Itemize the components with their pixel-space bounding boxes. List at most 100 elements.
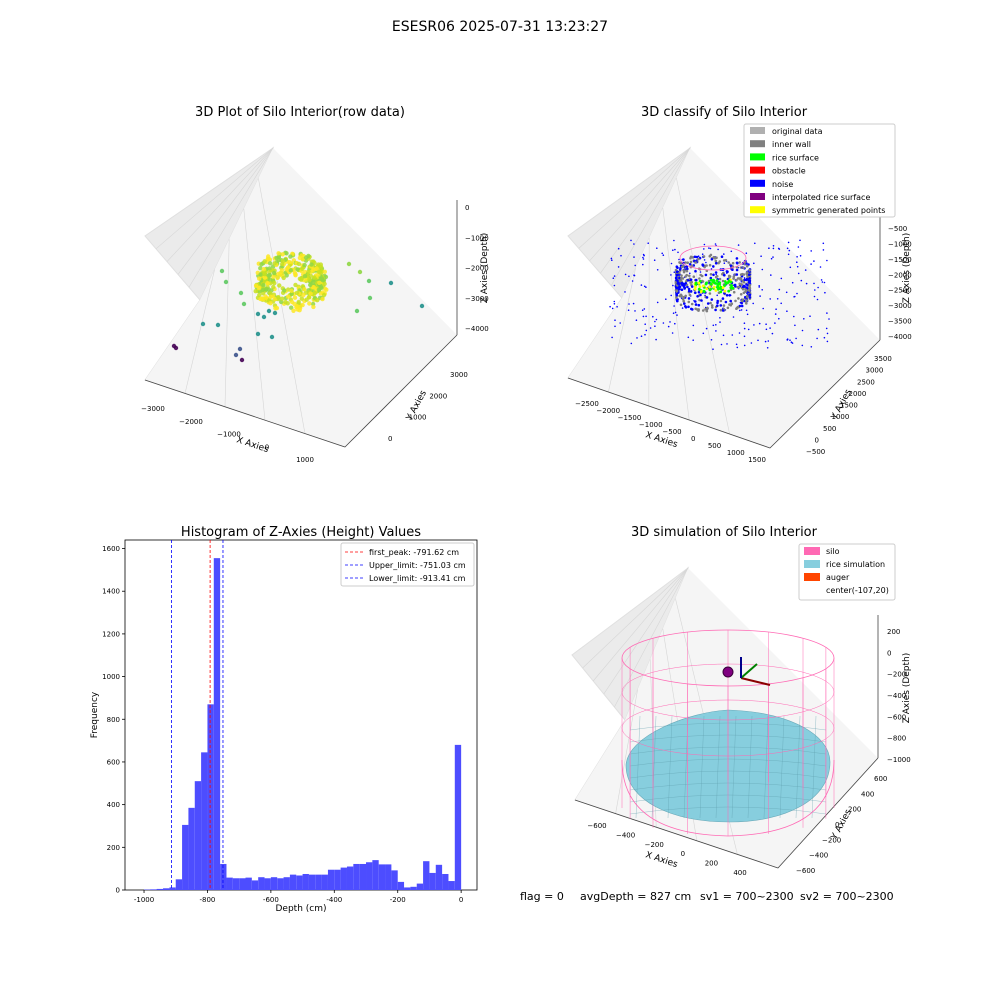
classify-3d-z-tick-label: −4000 [888, 333, 912, 341]
classify-3d-noise-point [805, 282, 808, 285]
raw-3d-z-ticks: 0 −1000 −2000 −3000 −4000 [465, 204, 489, 333]
simulation-3d-z-tick-label: −1000 [887, 756, 911, 764]
raw-3d-point [272, 261, 277, 266]
classify-3d-wall-point [736, 261, 739, 265]
raw-3d-grid-line [177, 147, 274, 275]
classify-3d-noise-point [632, 302, 635, 305]
classify-3d-noise-point [766, 347, 769, 349]
classify-3d-z-tick-label: −2000 [888, 271, 912, 279]
histogram-x-tick-label: 0 [459, 896, 463, 904]
classify-3d-wall-point [719, 304, 723, 307]
simulation-3d-auger [722, 657, 771, 686]
raw-3d-x-tick-label: −2000 [179, 418, 203, 426]
classify-3d-noise-point [786, 339, 789, 341]
histogram-bar [391, 870, 398, 890]
classify-3d-noise-point [752, 302, 754, 305]
classify-3d-wall-point [678, 271, 681, 275]
classify-3d-wall-point [680, 274, 683, 277]
classify-3d-legend-swatch [750, 166, 765, 174]
classify-3d-noise-point [654, 325, 656, 328]
raw-3d-x-axis-line [144, 379, 346, 448]
histogram-bar [359, 863, 367, 890]
classify-3d-noise-point [732, 316, 735, 318]
classify-3d-wall-point [706, 306, 709, 310]
classify-3d-wall-point [742, 273, 746, 276]
classify-3d-noise-point [697, 255, 700, 257]
classify-3d-noise-point [795, 337, 797, 340]
classify-3d-noise-point [655, 338, 657, 341]
simulation-3d-legend-swatch [804, 560, 820, 568]
simulation-3d-center-marker [722, 666, 734, 678]
histogram-plot-area [124, 539, 478, 891]
raw-3d-point [239, 357, 245, 363]
classify-3d-noise-point [661, 252, 663, 255]
classify-3d-noise-point [644, 323, 646, 326]
raw-3d-point [321, 292, 327, 298]
classify-3d-wall-point [685, 269, 689, 273]
raw-3d-point [311, 275, 317, 280]
classify-3d-wall-point [735, 268, 739, 272]
classify-3d-noise-point [799, 239, 801, 242]
classify-3d-wall-point [709, 273, 713, 276]
raw-3d-point [320, 296, 325, 302]
simulation-3d-x-tick-label: 0 [681, 850, 685, 858]
simulation-3d-z-tick-label: −400 [887, 692, 906, 700]
simulation-3d-grid-line [592, 567, 689, 682]
classify-3d-y-tick-label: −500 [806, 448, 825, 456]
classify-3d-noise-point [759, 295, 761, 297]
raw-3d-point [367, 295, 373, 301]
classify-3d-wall-point [715, 256, 718, 260]
classify-3d-noise-point [665, 298, 667, 301]
classify-3d-wall-point [683, 287, 686, 290]
raw-3d-z-tick-label: −4000 [465, 325, 489, 333]
simulation-3d-legend-label: silo [826, 547, 840, 556]
classify-3d-surface-point [719, 285, 723, 289]
classify-3d-grid-line [610, 147, 691, 286]
simulation-3d-auger-x-arrow [740, 677, 771, 686]
classify-3d-noise-point [633, 256, 635, 258]
classify-3d-scatter [609, 239, 830, 351]
classify-3d-noise-point [642, 256, 644, 259]
classify-3d-wall-point [745, 302, 748, 305]
raw-3d-point [296, 261, 302, 267]
classify-3d-z-tick-label: −1500 [888, 256, 912, 264]
classify-3d-noise-point [715, 330, 717, 332]
classify-3d-y-tick-label: 2500 [857, 378, 875, 386]
panel-classify-3d: 3D classify of Silo Interior −2500−2000−… [567, 105, 912, 464]
classify-3d-noise-point [672, 312, 675, 315]
classify-3d-noise-point [640, 335, 643, 338]
classify-3d-wall-point [684, 261, 687, 264]
classify-3d-noise-point [635, 319, 638, 322]
raw-3d-point [261, 283, 266, 288]
classify-3d-wall-point [680, 288, 684, 292]
raw-3d-point [306, 295, 312, 300]
raw-3d-point [312, 290, 317, 296]
histogram-legend-label: Upper_limit: -751.03 cm [369, 561, 466, 570]
classify-3d-x-tick-label: 0 [691, 435, 695, 443]
classify-3d-x-tick-label: −1500 [618, 414, 642, 422]
classify-3d-noise-point [730, 250, 733, 253]
classify-3d-wall-point [684, 275, 687, 278]
classify-3d-wall-point [694, 303, 698, 306]
raw-3d-point [241, 301, 247, 307]
classify-3d-wall-point [691, 256, 695, 259]
classify-3d-legend-swatch [750, 206, 765, 214]
classify-3d-noise-point [772, 247, 775, 250]
raw-3d-point [267, 257, 273, 262]
raw-3d-x-label: X Axies [235, 435, 270, 455]
raw-3d-point [294, 290, 300, 296]
classify-3d-noise-point [796, 255, 798, 258]
raw-3d-point [302, 274, 308, 279]
simulation-3d-title: 3D simulation of Silo Interior [631, 525, 818, 540]
classify-3d-wall-point [718, 260, 722, 263]
classify-3d-noise-point [719, 321, 721, 323]
histogram-bar [385, 864, 392, 890]
classify-3d-noise-point [640, 284, 643, 286]
classify-3d-noise-point [787, 253, 790, 256]
classify-3d-wall-point [710, 298, 714, 301]
classify-3d-x-tick-label: −2000 [596, 407, 620, 415]
classify-3d-wall-point [686, 285, 689, 289]
histogram-bar [410, 886, 417, 890]
simulation-3d-grid-line [603, 567, 689, 695]
